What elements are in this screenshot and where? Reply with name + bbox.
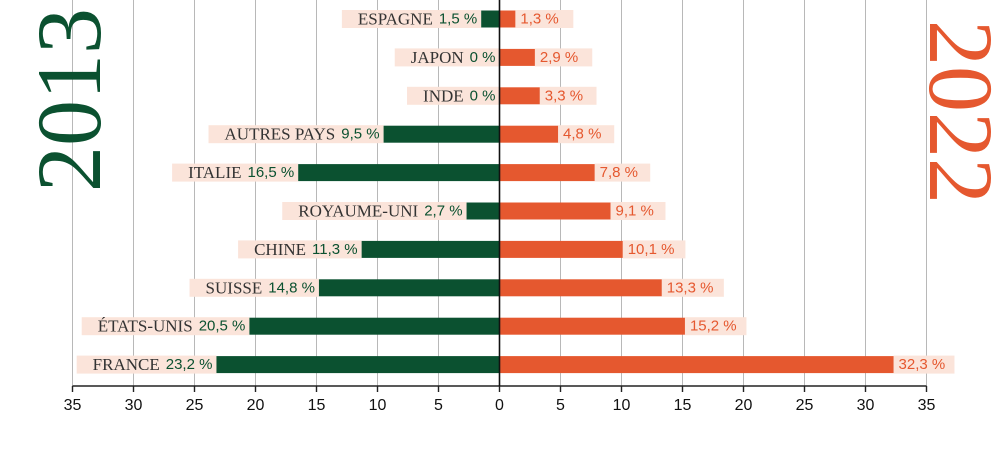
value-label-2013: 14,8 % xyxy=(268,279,315,296)
x-tick-label: 30 xyxy=(125,397,143,414)
x-tick-label: 35 xyxy=(64,397,82,414)
bar-2013 xyxy=(249,317,500,335)
bar-2013 xyxy=(361,240,500,258)
value-label-2022: 7,8 % xyxy=(600,164,638,181)
value-label-2022: 2,9 % xyxy=(540,49,578,66)
label-highlight-left xyxy=(81,317,250,336)
x-tick-label: 35 xyxy=(918,397,936,414)
bar-2013 xyxy=(481,10,500,28)
value-label-2013: 16,5 % xyxy=(247,164,294,181)
category-label: ROYAUME-UNI xyxy=(298,202,418,221)
label-highlight-left xyxy=(282,202,467,220)
category-label: AUTRES PAYS xyxy=(225,125,336,144)
label-highlight-right xyxy=(558,125,615,144)
label-highlight-right xyxy=(893,355,955,374)
category-label: SUISSE xyxy=(206,278,263,297)
label-highlight-right xyxy=(610,202,666,220)
x-tick-label: 15 xyxy=(674,397,692,414)
x-tick-label: 25 xyxy=(796,397,814,414)
x-tick-label: 10 xyxy=(369,397,387,414)
label-highlight-right xyxy=(622,240,686,259)
axis: 35 30 25 20 15 10 5 0 5 10 15 20 25 30 35 xyxy=(64,0,936,414)
value-label-2013: 11,3 % xyxy=(312,241,358,258)
bar-2013 xyxy=(298,164,500,182)
label-highlight-right xyxy=(515,10,574,28)
year-2013-title: 2013 xyxy=(18,8,120,192)
label-highlight-left xyxy=(76,355,217,374)
value-label-2013: 20,5 % xyxy=(199,318,246,335)
label-highlight-left xyxy=(238,240,362,259)
bar-2022 xyxy=(499,202,611,220)
x-tick-label: 20 xyxy=(735,397,753,414)
bar-2013 xyxy=(216,356,500,374)
category-label: ESPAGNE xyxy=(358,10,433,29)
label-highlight-left xyxy=(172,163,299,182)
bar-2022 xyxy=(499,87,540,105)
value-label-2022: 9,1 % xyxy=(616,203,654,220)
x-tick-label: 0 xyxy=(495,397,504,414)
category-label: ÉTATS-UNIS xyxy=(98,317,193,336)
bar-2013 xyxy=(466,202,500,220)
label-highlight-left xyxy=(394,48,500,67)
value-label-2013: 0 % xyxy=(470,87,496,104)
x-tick-label: 10 xyxy=(613,397,631,414)
x-tick-label: 20 xyxy=(247,397,265,414)
year-titles: 2013 2022 xyxy=(18,8,1000,204)
label-highlight-right xyxy=(539,86,597,105)
category-label: FRANCE xyxy=(93,355,160,374)
value-label-2022: 1,3 % xyxy=(520,11,558,28)
bar-2022 xyxy=(499,48,535,66)
value-label-2013: 23,2 % xyxy=(166,356,213,373)
label-highlight-left xyxy=(341,10,482,28)
bar-2022 xyxy=(499,356,894,374)
value-label-2022: 13,3 % xyxy=(667,279,714,296)
labels: 1,5 % ESPAGNE 1,3 % 0 % JAPON 2,9 % 0 % INDE 3,3… xyxy=(93,10,946,375)
gridlines xyxy=(72,0,927,386)
value-label-2013: 1,5 % xyxy=(439,11,477,28)
value-label-2022: 32,3 % xyxy=(899,356,946,373)
value-label-2013: 9,5 % xyxy=(341,126,379,143)
x-tick-label: 5 xyxy=(434,397,443,414)
x-tick-label: 15 xyxy=(308,397,326,414)
label-highlight-left xyxy=(189,278,319,297)
bar-2022 xyxy=(499,10,516,28)
value-label-2013: 0 % xyxy=(470,49,496,66)
bar-2022 xyxy=(499,164,595,182)
bar-2022 xyxy=(499,279,662,297)
value-label-2022: 15,2 % xyxy=(690,318,737,335)
category-label: ITALIE xyxy=(188,163,241,182)
x-tick-label: 5 xyxy=(556,397,565,414)
x-tick-label: 25 xyxy=(186,397,204,414)
bar-2022 xyxy=(499,317,685,335)
label-highlight-right xyxy=(534,48,593,67)
bar-2022 xyxy=(499,125,559,143)
x-tick-label: 30 xyxy=(857,397,875,414)
bar-2013 xyxy=(383,125,500,143)
label-highlight-right xyxy=(684,317,747,336)
category-label: CHINE xyxy=(254,240,306,259)
value-label-2022: 4,8 % xyxy=(563,126,601,143)
category-label: INDE xyxy=(423,86,464,105)
category-label: JAPON xyxy=(411,48,464,67)
year-2022-title: 2022 xyxy=(910,20,1000,204)
label-highlights xyxy=(76,10,955,374)
label-highlight-right xyxy=(594,163,651,182)
value-label-2022: 3,3 % xyxy=(545,87,583,104)
bars xyxy=(216,10,894,374)
bar-2013 xyxy=(318,279,500,297)
label-highlight-left xyxy=(407,86,500,105)
label-highlight-left xyxy=(208,125,384,144)
label-highlight-right xyxy=(661,278,724,297)
bar-2022 xyxy=(499,240,623,258)
value-label-2013: 2,7 % xyxy=(424,203,462,220)
value-label-2022: 10,1 % xyxy=(628,241,675,258)
